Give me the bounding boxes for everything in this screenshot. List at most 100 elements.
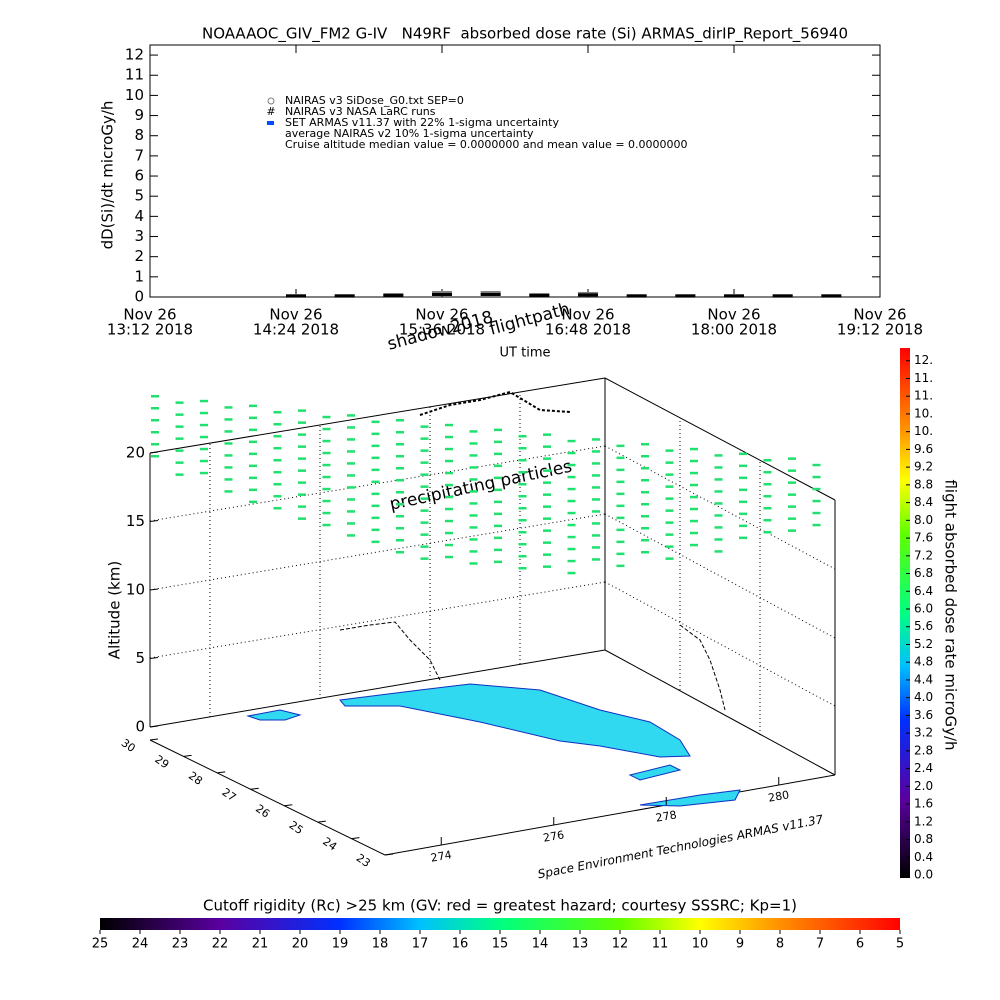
- particle-dash: [298, 421, 306, 424]
- particle-dash: [690, 543, 698, 547]
- particle-dash: [273, 447, 282, 450]
- particle-dash: [518, 555, 527, 558]
- particle-dash: [249, 500, 257, 504]
- particle-dash: [788, 517, 796, 520]
- particle-dash: [592, 438, 600, 441]
- particle-dash: [298, 505, 306, 508]
- particle-dash: [371, 504, 380, 508]
- particle-dash: [567, 487, 576, 491]
- particle-dash: [224, 466, 233, 469]
- particle-dash: [739, 476, 747, 480]
- particle-dash: [788, 493, 796, 496]
- legend-label: SET ARMAS v11.37 with 22% 1-sigma uncert…: [285, 116, 559, 129]
- z-tick-label: 15: [126, 512, 145, 530]
- particle-dash: [445, 507, 453, 511]
- particle-dash: [543, 433, 551, 436]
- lat-tick: [217, 771, 226, 774]
- particle-dash: [567, 523, 576, 527]
- particle-dash: [763, 531, 772, 534]
- particle-dash: [249, 440, 257, 444]
- particle-dash: [812, 463, 821, 467]
- particle-dash: [322, 463, 331, 467]
- colorbar-tick-label: 3.6: [914, 708, 933, 722]
- particle-dash: [445, 471, 453, 475]
- particle-dash: [665, 449, 674, 452]
- particle-dash: [200, 447, 208, 451]
- particle-dash: [543, 481, 551, 484]
- particle-dash: [249, 404, 257, 408]
- particle-dash: [788, 457, 796, 460]
- particle-dash: [567, 535, 576, 539]
- particle-dash: [273, 435, 282, 438]
- particle-dash: [445, 531, 453, 535]
- particle-dash: [371, 480, 380, 484]
- colorbar-label: flight absorbed dose rate microGy/h: [942, 479, 960, 750]
- y-tick-label: 8: [134, 126, 144, 144]
- y-tick-label: 7: [134, 146, 144, 164]
- y-tick-label: 9: [134, 106, 144, 124]
- particle-dash: [200, 459, 208, 463]
- particle-dash: [396, 479, 404, 482]
- particle-dash: [420, 533, 429, 536]
- colorbar-tick-label: 5: [896, 937, 904, 952]
- particle-dash: [445, 483, 453, 487]
- particle-dash: [665, 473, 674, 476]
- particle-dash: [445, 423, 453, 427]
- particle-dash: [445, 435, 453, 439]
- y-tick-label: 5: [134, 187, 144, 205]
- particle-dash: [592, 498, 600, 501]
- x-tick-label: 18:00 2018: [691, 321, 777, 339]
- colorbar-tick-label: 0.4: [914, 850, 933, 864]
- colorbar-tick-label: 9.6: [914, 442, 933, 456]
- colorbar-tick-label: 4.0: [914, 690, 933, 704]
- y-tick-label: 1: [134, 267, 144, 285]
- land-map: [246, 390, 741, 807]
- particle-dash: [690, 507, 698, 511]
- particle-dash: [592, 462, 600, 465]
- lat-tick: [384, 853, 394, 856]
- particle-dash: [347, 522, 355, 525]
- particle-dash: [641, 467, 649, 470]
- particle-dash: [592, 546, 600, 549]
- particle-dash: [249, 488, 257, 492]
- particle-dash: [543, 517, 551, 520]
- particle-dash: [273, 507, 282, 510]
- colorbar-tick-label: 10.: [914, 424, 933, 438]
- particle-dash: [518, 447, 527, 450]
- particle-dash: [371, 432, 380, 436]
- particle-dash: [200, 471, 208, 475]
- particle-dash: [665, 485, 674, 488]
- colorbar: [900, 348, 910, 878]
- particle-dash: [592, 558, 600, 561]
- data-point: [334, 294, 355, 298]
- particle-dash: [641, 539, 649, 542]
- colorbar-tick-label: 8.4: [914, 495, 933, 509]
- particle-dash: [371, 456, 380, 460]
- colorbar-tick-label: 8.8: [914, 477, 933, 491]
- particle-dash: [322, 499, 331, 503]
- particle-dash: [469, 430, 478, 433]
- particle-dash: [151, 443, 159, 446]
- particle-dash: [151, 395, 159, 398]
- particle-dash: [151, 455, 159, 458]
- particle-dash: [567, 559, 576, 563]
- particle-dash: [200, 411, 208, 415]
- particle-dash: [567, 499, 576, 503]
- y-tick-label: 4: [134, 207, 144, 225]
- particle-dash: [347, 414, 355, 417]
- particle-dash: [739, 536, 747, 540]
- particle-dash: [494, 512, 502, 516]
- particle-dash: [200, 435, 208, 439]
- colorbar-tick-label: 11.: [914, 389, 933, 403]
- particle-dash: [420, 521, 429, 524]
- lat-tick: [183, 754, 192, 757]
- particle-dash: [371, 420, 380, 424]
- particle-dash: [249, 452, 257, 456]
- colorbar-tick-label: 20: [292, 937, 309, 952]
- colorbar-tick-label: 2.0: [914, 779, 933, 793]
- particle-dash: [665, 533, 674, 536]
- colorbar-tick-label: 3.2: [914, 726, 933, 740]
- z-axis-label: Altitude (km): [106, 561, 124, 659]
- particle-dash: [347, 438, 355, 441]
- particle-dash: [445, 555, 453, 559]
